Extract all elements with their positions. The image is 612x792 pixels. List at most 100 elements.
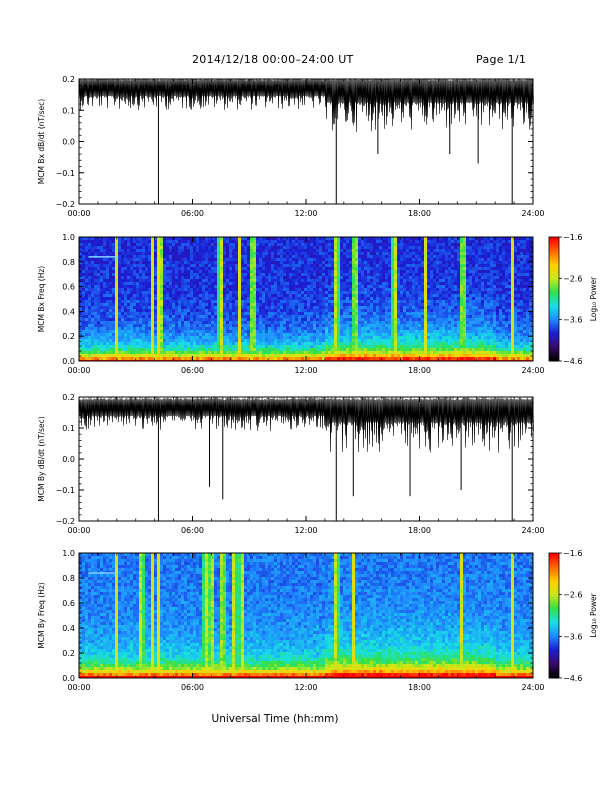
spectrogram-cell [388,294,391,297]
spectrogram-cell [322,330,325,333]
spectrogram-cell [373,351,376,354]
spectrogram-cell [184,309,187,312]
spectrogram-cell [112,312,115,315]
spectrogram-cell [310,306,313,309]
spectrogram-cell [421,285,424,288]
spectrogram-cell [370,279,373,282]
spectrogram-cell [397,258,400,261]
spectrogram-cell [169,336,172,339]
spectrogram-cell [367,243,370,246]
spectrogram-cell [319,273,322,276]
spectrogram-cell [271,348,274,351]
spectrogram-cell [142,342,145,345]
spectrogram-cell [271,258,274,261]
spectrogram-cell [256,354,259,357]
spectrogram-cell [406,261,409,264]
spectrogram-cell [109,294,112,297]
spectrogram-cell [262,258,265,261]
spectrogram-cell [283,306,286,309]
spectrogram-cell [409,351,412,354]
spectrogram-cell [235,324,238,327]
spectrogram-cell [247,318,250,321]
spectrogram-cell [289,336,292,339]
spectrogram-cell [193,315,196,318]
spectrogram-cell [250,261,253,264]
spectrogram-cell [298,300,301,303]
spectrogram-cell [244,291,247,294]
spectrogram-cell [148,339,151,342]
spectrogram-cell [346,294,349,297]
spectrogram-cell [301,267,304,270]
spectrogram-cell [280,246,283,249]
spectrogram-cell [118,237,121,240]
spectrogram-cell [79,267,82,270]
spectrogram-cell [85,249,88,252]
spectrogram-cell [364,267,367,270]
spectrogram-cell [403,288,406,291]
spectrogram-cell [145,354,148,357]
spectrogram-cell [370,273,373,276]
spectrogram-cell [406,342,409,345]
spectrogram-cell [157,279,160,282]
spectrogram-cell [262,237,265,240]
spectrogram-cell [184,276,187,279]
spectrogram-cell [283,330,286,333]
spectrogram-cell [307,348,310,351]
spectrogram-cell [127,336,130,339]
spectrogram-cell [178,264,181,267]
spectrogram-cell [313,300,316,303]
spectrogram-cell [166,303,169,306]
spectrogram-cell [295,327,298,330]
spectrogram-cell [106,297,109,300]
spectrogram-cell [295,249,298,252]
spectrogram-cell [130,345,133,348]
spectrogram-cell [112,318,115,321]
spectrogram-cell [259,321,262,324]
spectrogram-cell [118,318,121,321]
spectrogram-cell [277,237,280,240]
spectrogram-cell [340,333,343,336]
spectrogram-cell [310,270,313,273]
spectrogram-cell [82,243,85,246]
spectrogram-cell [145,327,148,330]
spectrogram-cell [337,309,340,312]
spectrogram-cell [364,306,367,309]
spectrogram-cell [397,264,400,267]
spectrogram-cell [250,258,253,261]
spectrogram-cell [166,345,169,348]
spectrogram-cell [130,330,133,333]
spectrogram-cell [415,336,418,339]
spectrogram-cell [295,300,298,303]
spectrogram-cell [286,330,289,333]
spectrogram-cell [304,273,307,276]
spectrogram-cell [202,345,205,348]
spectrogram-cell [172,288,175,291]
spectrogram-cell [331,276,334,279]
y-tick-label: −0.2 [56,200,75,209]
spectrogram-cell [325,279,328,282]
spectrogram-cell [274,339,277,342]
spectrogram-cell [388,345,391,348]
spectrogram-cell [295,309,298,312]
spectrogram-cell [94,357,97,360]
spectrogram-cell [124,258,127,261]
spectrogram-cell [322,303,325,306]
spectrogram-cell [232,291,235,294]
spectrogram-cell [319,354,322,357]
spectrogram-cell [202,258,205,261]
spectrogram-cell [403,357,406,360]
spectrogram-cell [298,309,301,312]
spectrogram-cell [361,306,364,309]
spectrogram-cell [412,300,415,303]
spectrogram-cell [169,255,172,258]
spectrogram-cell [391,342,394,345]
spectrogram-cell [337,345,340,348]
spectrogram-cell [331,309,334,312]
spectrogram-cell [121,336,124,339]
spectrogram-cell [247,300,250,303]
spectrogram-cell [352,309,355,312]
spectrogram-cell [85,276,88,279]
spectrogram-cell [358,324,361,327]
spectrogram-cell [319,315,322,318]
spectrogram-cell [274,330,277,333]
